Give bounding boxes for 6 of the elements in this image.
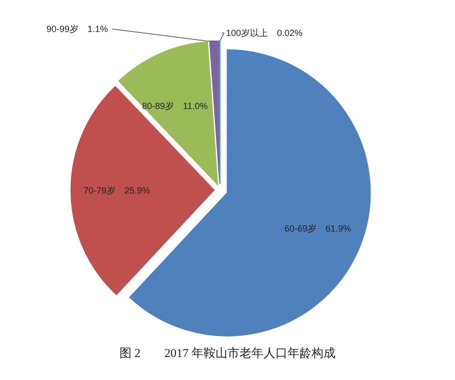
text: 图 2 2017 年鞍山市老年人口年龄构成 <box>120 346 336 360</box>
slice-label: 100岁以上 0.02% <box>226 28 303 38</box>
slice-label: 70-79岁 25.9% <box>83 186 150 196</box>
slice-label: 90-99岁 1.1% <box>46 24 108 34</box>
slice-label: 80-89岁 11.0% <box>142 101 208 112</box>
slice-label: 60-69岁 61.9% <box>284 224 351 234</box>
